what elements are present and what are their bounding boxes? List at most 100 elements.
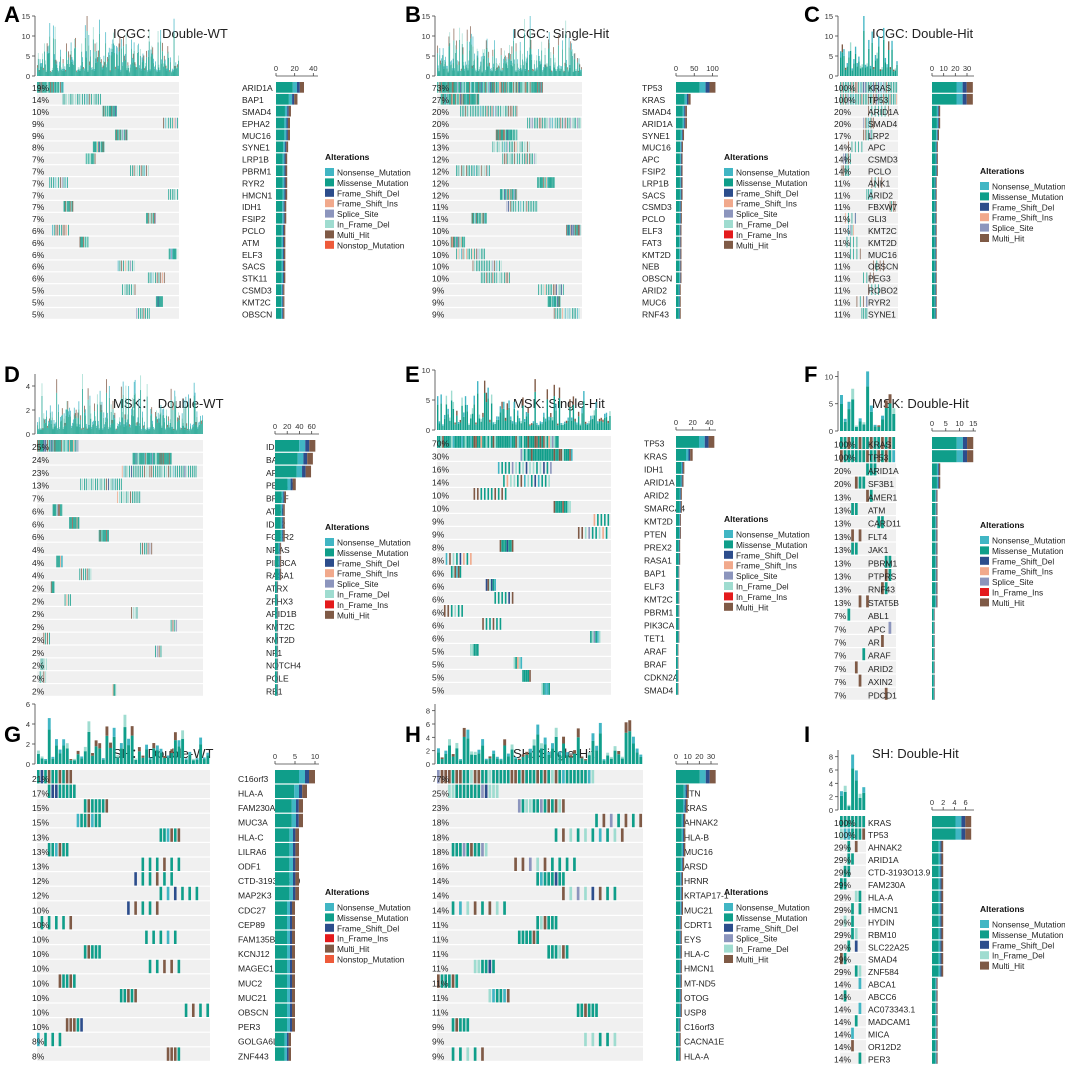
top-tick-label: 15 — [422, 12, 430, 21]
oncoprint-row-bg — [437, 930, 643, 944]
gene-label: PTEN — [644, 529, 667, 539]
mutation-cell — [500, 82, 502, 93]
mutation-cell — [848, 82, 849, 93]
gene-label: GOLGA6L2 — [238, 1037, 283, 1047]
legend-label: Nonsense_Mutation — [736, 530, 810, 540]
mutation-cell — [858, 674, 862, 687]
tmb-bar — [102, 68, 104, 76]
tmb-bar — [183, 408, 185, 434]
mutation-cell — [131, 165, 133, 176]
mutation-cell — [874, 284, 876, 295]
oncoprint-row-bg — [437, 828, 643, 842]
tmb-bar — [572, 404, 575, 430]
tmb-bar-top — [863, 16, 865, 31]
gene-bar-segment — [287, 930, 290, 944]
gene-bar-segment — [936, 165, 938, 176]
tmb-bar-top — [518, 67, 519, 70]
mutation-cell — [590, 631, 592, 643]
tmb-bar — [532, 423, 535, 430]
tmb-bar — [489, 422, 491, 430]
mutation-cell — [73, 974, 76, 988]
tmb-bar-top — [151, 407, 153, 414]
tmb-bar — [168, 427, 170, 434]
tmb-bar — [546, 399, 549, 430]
mutation-cell — [598, 1032, 602, 1047]
gene-label: PCLO — [242, 226, 266, 236]
mutation-cell — [536, 872, 539, 886]
mutation-cell — [184, 465, 186, 478]
tmb-bar — [165, 429, 166, 434]
gene-label: AR — [868, 638, 880, 648]
mutation-cell — [148, 452, 150, 465]
mutation-cell — [525, 436, 528, 448]
legend-swatch — [980, 577, 989, 586]
mutation-cell — [553, 177, 555, 188]
mutation-cell — [550, 449, 552, 461]
gene-percent: 5% — [432, 646, 445, 656]
mutation-cell — [64, 594, 66, 606]
mutation-cell — [868, 105, 869, 117]
mutation-cell — [41, 82, 43, 93]
gene-label: STAT5B — [868, 598, 899, 608]
gene-bar-segment — [283, 224, 284, 236]
top-tick-label: 4 — [26, 382, 30, 391]
oncoprint-row-bg — [840, 1002, 866, 1014]
mutation-cell — [175, 465, 177, 478]
tmb-bar — [202, 759, 206, 764]
tmb-bar-top — [471, 408, 474, 414]
mutation-cell — [72, 440, 74, 452]
oncoprint-row-bg — [437, 93, 582, 105]
mutation-cell — [881, 82, 883, 93]
mutation-cell — [510, 540, 512, 552]
tmb-bar — [462, 54, 464, 76]
gene-bar-segment — [935, 1027, 937, 1039]
tmb-bar-top — [452, 58, 454, 64]
mutation-cell — [163, 452, 165, 465]
mutation-cell — [116, 129, 118, 141]
mutation-cell — [40, 916, 44, 930]
mutation-cell — [595, 527, 597, 539]
mutation-cell — [520, 82, 522, 93]
tmb-bar-top — [66, 401, 68, 410]
gene-label: PBRM1 — [644, 607, 674, 617]
gene-bar-segment — [932, 516, 936, 529]
mutation-cell — [85, 478, 87, 491]
mutation-cell — [155, 452, 157, 465]
gene-percent: 11% — [834, 226, 851, 236]
tmb-bar — [120, 398, 122, 434]
tmb-bar-top — [493, 63, 495, 67]
tmb-bar — [106, 392, 107, 434]
legend-label: Frame_Shift_Ins — [736, 561, 797, 571]
mutation-cell — [591, 828, 595, 842]
tmb-bar-top — [178, 55, 179, 61]
tmb-bar-top — [566, 59, 567, 64]
mutation-cell — [588, 527, 590, 539]
gene-label: CSMD3 — [868, 155, 898, 165]
gene-bar-segment — [683, 799, 685, 813]
mutation-cell — [44, 82, 46, 93]
mutation-cell — [106, 529, 107, 542]
tmb-bar-top — [159, 407, 161, 415]
tmb-bar-top — [156, 70, 158, 72]
tmb-bar — [62, 63, 64, 76]
mutation-cell — [89, 93, 91, 105]
mutation-cell — [469, 93, 471, 105]
mutation-cell — [37, 440, 39, 452]
legend-swatch — [325, 240, 334, 249]
gene-percent: 14% — [432, 876, 449, 886]
gene-bar-segment — [935, 1002, 937, 1014]
tmb-bar-top — [143, 55, 145, 61]
tmb-bar-top — [524, 419, 526, 422]
mutation-cell — [508, 129, 509, 141]
mutation-cell — [119, 989, 123, 1003]
tmb-bar — [455, 52, 456, 76]
gene-bar-segment — [680, 930, 681, 944]
oncoprint-row-bg — [840, 687, 896, 700]
tmb-bar-top — [482, 49, 484, 56]
mutation-cell — [479, 212, 480, 224]
mutation-cell — [868, 93, 869, 105]
tmb-bar-top — [468, 60, 470, 65]
tmb-bar — [115, 69, 116, 76]
tmb-bar — [499, 412, 502, 430]
